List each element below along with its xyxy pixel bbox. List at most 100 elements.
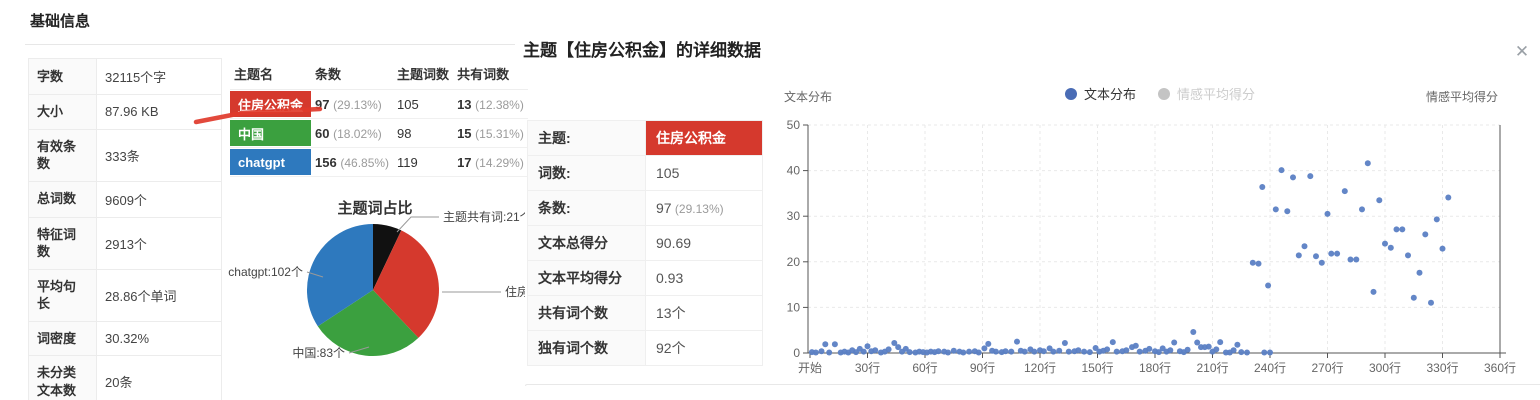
stats-label: 平均句长 bbox=[28, 268, 97, 322]
scatter-point bbox=[1399, 226, 1406, 233]
scatter-point bbox=[1109, 339, 1116, 346]
detail-row: 独有词个数 92个 bbox=[527, 330, 763, 366]
x-axis-tick: 180行 bbox=[1139, 361, 1171, 375]
x-axis-tick: 30行 bbox=[855, 361, 880, 375]
pie-slice-中国[interactable] bbox=[317, 290, 419, 357]
scatter-point bbox=[1021, 348, 1028, 355]
scatter-point bbox=[1230, 347, 1237, 354]
divider bbox=[25, 44, 515, 45]
y-axis-tick: 10 bbox=[787, 300, 801, 314]
scatter-point bbox=[1234, 341, 1241, 348]
scatter-point bbox=[992, 348, 999, 355]
pie-label-主题共有词: 主题共有词:21个 bbox=[443, 210, 525, 224]
close-icon[interactable]: ✕ bbox=[1514, 42, 1530, 61]
scatter-point bbox=[1086, 349, 1093, 356]
shared-words-count: 15 (15.31%) bbox=[453, 118, 528, 148]
scatter-point bbox=[1104, 346, 1111, 353]
scatter-point bbox=[1171, 339, 1178, 346]
stats-row: 大小 87.96 KB bbox=[28, 94, 222, 130]
detail-value: 105 bbox=[645, 155, 763, 191]
topic-count: 97 (29.13%) bbox=[311, 89, 394, 119]
scatter-point bbox=[1284, 208, 1291, 215]
divider bbox=[525, 384, 1540, 386]
legend-item-text-distribution[interactable]: 文本分布 bbox=[1064, 84, 1136, 103]
scatter-point bbox=[1132, 342, 1139, 349]
y-axis-tick: 40 bbox=[787, 164, 801, 178]
scatter-point bbox=[1405, 252, 1411, 259]
detail-label: 文本总得分 bbox=[527, 225, 646, 261]
stats-row: 字数 32115个字 bbox=[28, 58, 222, 95]
pie-label-中国: 中国:83个 bbox=[292, 345, 345, 360]
scatter-point bbox=[985, 340, 992, 347]
scatter-point bbox=[1334, 250, 1341, 257]
scatter-point bbox=[1184, 346, 1191, 353]
pie-slice-住房公积金[interactable] bbox=[373, 230, 439, 338]
topics-header: 条数 bbox=[311, 58, 394, 90]
scatter-point bbox=[1353, 256, 1360, 263]
topics-header-row: 主题名 条数 主题词数 共有词数 bbox=[230, 58, 528, 90]
stats-value: 87.96 KB bbox=[96, 94, 222, 130]
stats-row: 平均句长 28.86个单词 bbox=[28, 268, 222, 322]
pie-label-chatgpt: chatgpt:102个 bbox=[228, 265, 303, 279]
topic-count: 156 (46.85%) bbox=[311, 147, 394, 177]
pie-slice-chatgpt[interactable] bbox=[306, 224, 373, 327]
stats-value: 20条 bbox=[96, 355, 222, 400]
detail-row: 共有词个数 13个 bbox=[527, 295, 763, 331]
stats-value: 28.86个单词 bbox=[96, 268, 222, 322]
left-axis-title: 文本分布 bbox=[784, 90, 833, 104]
pie-slice-主题共有词[interactable] bbox=[373, 224, 402, 290]
scatter-point bbox=[1290, 174, 1296, 181]
x-axis-tick: 150行 bbox=[1081, 361, 1113, 375]
y-axis-tick: 50 bbox=[787, 118, 801, 132]
topic-name-chip[interactable]: chatgpt bbox=[230, 149, 312, 175]
y-axis-tick: 30 bbox=[787, 209, 801, 223]
detail-label: 文本平均得分 bbox=[527, 260, 646, 296]
scatter-point bbox=[1065, 348, 1072, 355]
scatter-point bbox=[1387, 244, 1394, 251]
scatter-point bbox=[826, 349, 833, 356]
x-axis-tick: 120行 bbox=[1024, 361, 1056, 375]
scatter-point bbox=[1040, 348, 1047, 355]
right-axis-title: 情感平均得分 bbox=[1425, 90, 1498, 104]
scatter-point bbox=[891, 340, 898, 346]
scatter-point bbox=[1301, 243, 1308, 250]
x-axis-tick: 270行 bbox=[1311, 361, 1343, 375]
scatter-point bbox=[1428, 299, 1434, 306]
scatter-point bbox=[960, 349, 967, 356]
scatter-point bbox=[1123, 347, 1130, 354]
scatter-point bbox=[1328, 250, 1335, 257]
scatter-point bbox=[1295, 252, 1302, 259]
stats-row: 总词数 9609个 bbox=[28, 180, 222, 218]
scatter-point bbox=[981, 345, 988, 352]
x-axis-tick: 360行 bbox=[1484, 361, 1516, 375]
scatter-point bbox=[1313, 253, 1319, 260]
topics-header: 主题名 bbox=[230, 58, 312, 90]
detail-row: 文本平均得分 0.93 bbox=[527, 260, 763, 296]
x-axis-tick: 240行 bbox=[1254, 361, 1286, 375]
scatter-point bbox=[1341, 188, 1348, 195]
topic-row: 住房公积金 97 (29.13%) 105 13 (12.38%) bbox=[230, 89, 528, 119]
detail-value: 90.69 bbox=[645, 225, 763, 261]
scatter-point bbox=[864, 343, 871, 350]
scatter-point bbox=[1445, 194, 1452, 201]
topic-name-chip[interactable]: 中国 bbox=[230, 120, 312, 146]
scatter-point bbox=[906, 349, 913, 356]
topics-header: 主题词数 bbox=[393, 58, 454, 90]
scatter-point bbox=[1267, 349, 1273, 356]
stats-label: 特征词数 bbox=[28, 216, 97, 270]
scatter-point bbox=[1318, 259, 1325, 266]
stats-label: 总词数 bbox=[28, 180, 97, 218]
scatter-point bbox=[1410, 294, 1417, 301]
scatter-point bbox=[1113, 348, 1120, 355]
scatter-point bbox=[1422, 231, 1429, 238]
scatter-point bbox=[812, 349, 819, 356]
scatter-point bbox=[1213, 346, 1220, 353]
scatter-point bbox=[1081, 348, 1088, 355]
topic-name-chip[interactable]: 住房公积金 bbox=[230, 91, 312, 117]
scatter-point bbox=[1146, 345, 1153, 352]
detail-value: 住房公积金 bbox=[645, 120, 763, 156]
legend-item-sentiment-score[interactable]: 情感平均得分 bbox=[1158, 84, 1255, 103]
x-axis-tick: 60行 bbox=[912, 361, 937, 375]
scatter-point bbox=[1416, 269, 1423, 276]
pie-chart-title: 主题词占比 bbox=[337, 200, 413, 217]
